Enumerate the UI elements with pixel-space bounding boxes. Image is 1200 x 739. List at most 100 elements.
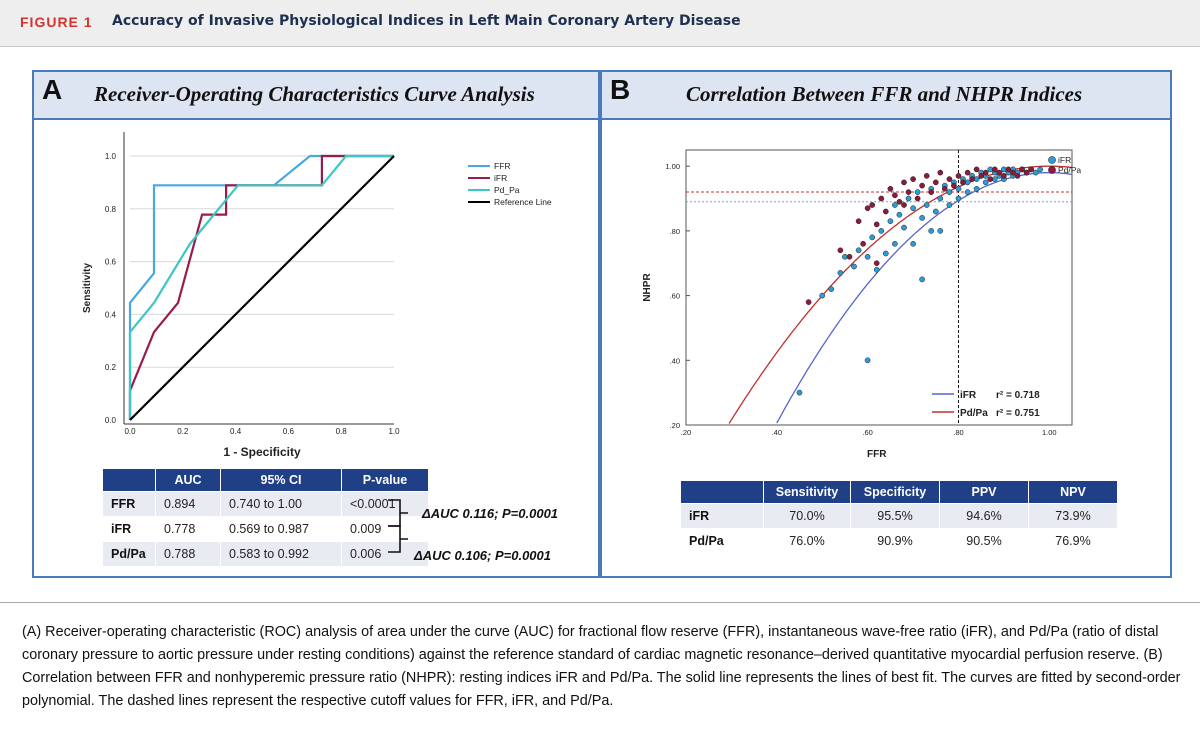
scatter-point-ifr — [873, 266, 880, 273]
diag-table-header: Sensitivity — [763, 480, 851, 504]
scatter-point-ifr — [932, 208, 939, 215]
panel-a-letter: A — [42, 74, 63, 105]
scatter-point-pdpa — [910, 176, 916, 182]
scatter-point-pdpa — [969, 176, 975, 182]
figure-title-bar: FIGURE 1 Accuracy of Invasive Physiologi… — [0, 0, 1200, 47]
scatter-point-pdpa — [905, 189, 912, 195]
scatter-point-ifr — [892, 202, 898, 208]
scatter-point-ifr — [1032, 169, 1039, 176]
y-tick-label: 0.4 — [105, 310, 117, 319]
fit-line-ifr — [776, 171, 1073, 424]
scatter-point-pdpa — [978, 173, 985, 179]
scatter-point-pdpa — [873, 221, 880, 228]
roc-line-referenceline — [129, 155, 395, 421]
table-row: Pd/Pa 76.0% 90.9% 90.5% 76.9% — [680, 528, 1118, 554]
scatter-point-ifr — [878, 228, 885, 234]
scatter-point-ifr — [923, 202, 930, 208]
scatter-point-pdpa — [901, 179, 907, 186]
auc-table-header: AUC — [155, 468, 221, 492]
scatter-point-pdpa — [860, 240, 866, 247]
scatter-point-pdpa — [864, 205, 871, 212]
scatter-point-pdpa — [901, 202, 907, 208]
x-tick-label: 1.00 — [1042, 428, 1057, 437]
auc-table: AUC 95% CI P-value FFR 0.894 0.740 to 1.… — [102, 468, 429, 567]
scatter-point-pdpa — [987, 176, 994, 182]
x-tick-label: 0.0 — [124, 427, 136, 436]
scatter-point-ifr — [901, 224, 907, 231]
x-tick-label: 0.8 — [336, 427, 348, 436]
scatter-point-pdpa — [914, 195, 921, 202]
diag-table-header: Specificity — [850, 480, 940, 504]
scatter-point-ifr — [892, 240, 898, 247]
legend-label: FFR — [494, 161, 511, 171]
scatter-point-ifr — [837, 270, 844, 276]
npv-value: 73.9% — [1028, 503, 1118, 529]
x-tick-label: .40 — [772, 428, 782, 437]
scatter-point-pdpa — [996, 169, 1003, 176]
roc-chart: 0.0 0.2 0.4 0.6 0.8 1.0 0.0 0.2 0.4 0.6 0.8 1.0 1 - … — [82, 132, 552, 459]
figure-title: Accuracy of Invasive Physiological Indic… — [112, 13, 741, 29]
fit-legend-r2: r² = 0.751 — [996, 408, 1040, 419]
scatter-point-ifr — [869, 234, 876, 241]
auc-value: 0.778 — [155, 516, 221, 542]
x-tick-label: .80 — [953, 428, 963, 437]
scatter-point-ifr — [851, 263, 857, 270]
x-tick-label: 0.2 — [177, 427, 189, 436]
table-row: iFR 0.778 0.569 to 0.987 0.009 — [102, 516, 429, 542]
panel-b-letter: B — [610, 74, 631, 105]
y-axis-label: Sensitivity — [82, 263, 93, 313]
legend-label: iFR — [494, 173, 507, 183]
scatter-point-ifr — [819, 292, 826, 299]
x-tick-label: .20 — [681, 428, 691, 437]
scatter-point-pdpa — [960, 179, 966, 186]
scatter-point-pdpa — [837, 247, 844, 254]
scatter-point-pdpa — [955, 173, 962, 179]
figure-caption-box: (A) Receiver-operating characteristic (R… — [0, 602, 1200, 739]
scatter-point-ifr — [937, 228, 944, 234]
scatter-point-pdpa — [928, 189, 935, 195]
scatter-point-pdpa — [923, 173, 930, 179]
scatter-point-ifr — [946, 189, 953, 195]
table-row: iFR 70.0% 95.5% 94.6% 73.9% — [680, 503, 1118, 529]
table-row: Pd/Pa 0.788 0.583 to 0.992 0.006 — [102, 541, 429, 567]
scatter-point-ifr — [896, 211, 903, 218]
specificity-value: 95.5% — [850, 503, 940, 529]
scatter-point-pdpa — [973, 166, 980, 173]
scatter-point-pdpa — [1005, 166, 1012, 173]
legend-marker — [1048, 156, 1056, 164]
scatter-point-ifr — [1037, 166, 1044, 173]
scatter-point-ifr — [905, 195, 912, 202]
x-axis-label: FFR — [867, 449, 887, 460]
y-tick-label: .80 — [670, 227, 680, 236]
y-tick-label: .20 — [670, 421, 680, 430]
row-label: Pd/Pa — [102, 541, 156, 567]
row-label: FFR — [102, 491, 156, 517]
roc-line-ffr — [128, 154, 394, 420]
fit-legend-label: Pd/Pa — [960, 408, 988, 419]
panel-a: A Receiver-Operating Characteristics Cur… — [32, 70, 600, 578]
scatter-point-ifr — [937, 195, 944, 202]
scatter-point-pdpa — [982, 169, 989, 176]
scatter-point-ifr — [955, 195, 962, 202]
auc-table-header: 95% CI — [220, 468, 342, 492]
p-value: 0.009 — [341, 516, 429, 542]
scatter-point-ifr — [910, 205, 916, 212]
fit-legend-label: iFR — [960, 390, 977, 401]
auc-value: 0.788 — [155, 541, 221, 567]
p-value: <0.0001 — [341, 491, 429, 517]
legend-label: iFR — [1058, 155, 1071, 165]
delta-auc-2: ΔAUC 0.106; P=0.0001 — [414, 548, 552, 563]
diag-table-header: NPV — [1028, 480, 1118, 504]
auc-value: 0.894 — [155, 491, 221, 517]
row-label: iFR — [102, 516, 156, 542]
legend-label: Reference Line — [494, 197, 552, 207]
scatter-point-pdpa — [855, 218, 862, 225]
y-axis-label: NHPR — [642, 273, 653, 302]
x-tick-label: .60 — [862, 428, 872, 437]
panel-b-header: B Correlation Between FFR and NHPR Indic… — [602, 72, 1170, 120]
roc-line-pdpa — [128, 154, 394, 420]
scatter-point-pdpa — [991, 166, 998, 173]
scatter-point-pdpa — [846, 253, 853, 260]
y-tick-label: 0.0 — [105, 416, 117, 425]
ci-value: 0.569 to 0.987 — [220, 516, 342, 542]
